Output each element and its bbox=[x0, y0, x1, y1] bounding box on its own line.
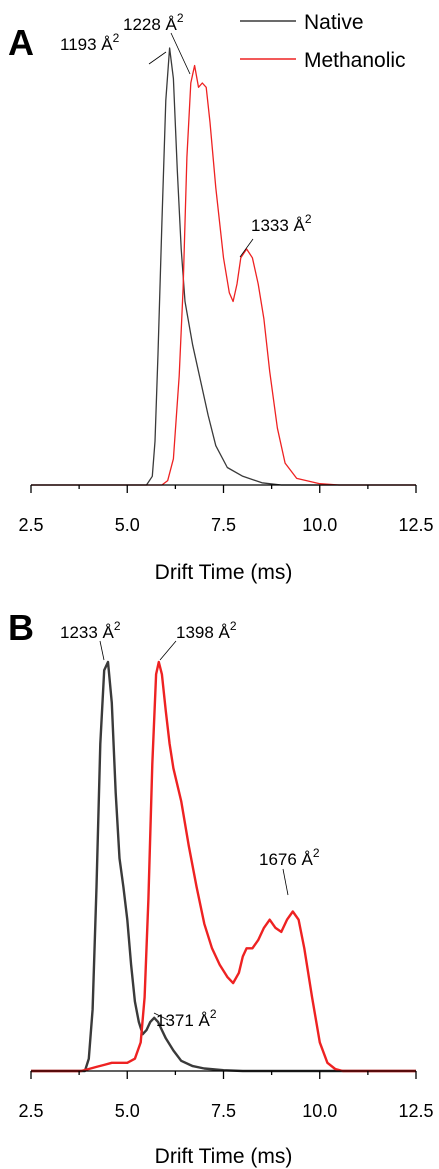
panel-b-series-methanolic-line bbox=[31, 660, 416, 1073]
panel-a-x-tick-label: 2.5 bbox=[18, 515, 43, 535]
panel-b-annotation-label: 1398 Å2 bbox=[176, 619, 237, 642]
panel-b-x-tick-label: 10.0 bbox=[302, 1101, 337, 1121]
panel-a-annotation-leader bbox=[170, 32, 191, 75]
panel-a: A 2.5 5.0 7.5 10.0 12.5 Drift Time (ms) 1193 Å… bbox=[8, 11, 434, 584]
panel-b-annotation-label: 1676 Å2 bbox=[259, 846, 320, 869]
legend-methanolic-label: Methanolic bbox=[304, 49, 406, 72]
panel-b-series-native-line bbox=[31, 660, 416, 1073]
panel-b-annotation-label: 1371 Å2 bbox=[156, 1007, 217, 1030]
panel-b-annotation-leader bbox=[153, 1012, 169, 1021]
panel-a-letter: A bbox=[8, 22, 34, 63]
panel-a-x-tick-label: 7.5 bbox=[211, 515, 236, 535]
panel-b-x-tick-label: 2.5 bbox=[18, 1101, 43, 1121]
panel-b-letter: B bbox=[8, 607, 34, 648]
panel-b-x-tick-label: 12.5 bbox=[398, 1101, 433, 1121]
panel-b-x-tick-label: 7.5 bbox=[211, 1101, 236, 1121]
panel-b-annotation-leader bbox=[159, 640, 177, 661]
legend: Native Methanolic bbox=[240, 11, 406, 72]
panel-a-annotation-leader bbox=[148, 51, 167, 65]
panel-b: B 2.5 5.0 7.5 10.0 12.5 Drift Time (ms) 1233 Å… bbox=[8, 607, 434, 1168]
panel-b-x-axis-title: Drift Time (ms) bbox=[155, 1145, 293, 1168]
panel-b-annotation-leader bbox=[99, 640, 105, 661]
panel-a-x-axis-title: Drift Time (ms) bbox=[155, 561, 293, 584]
panel-a-series-methanolic-line bbox=[31, 64, 416, 486]
legend-native-label: Native bbox=[304, 11, 364, 34]
panel-a-annotation-leader bbox=[239, 238, 254, 258]
panel-a-series-native-line bbox=[31, 47, 416, 486]
panel-a-annotation-label: 1333 Å2 bbox=[251, 212, 312, 235]
panel-b-annotation-leader bbox=[282, 868, 289, 896]
panel-a-annotation-label: 1228 Å2 bbox=[123, 11, 184, 34]
panel-b-annotation-label: 1233 Å2 bbox=[60, 619, 121, 642]
panel-a-x-tick-label: 10.0 bbox=[302, 515, 337, 535]
panel-a-x-tick-label: 5.0 bbox=[115, 515, 140, 535]
panel-b-x-tick-label: 5.0 bbox=[115, 1101, 140, 1121]
panel-a-annotation-label: 1193 Å2 bbox=[60, 31, 120, 54]
panel-a-x-tick-label: 12.5 bbox=[398, 515, 433, 535]
